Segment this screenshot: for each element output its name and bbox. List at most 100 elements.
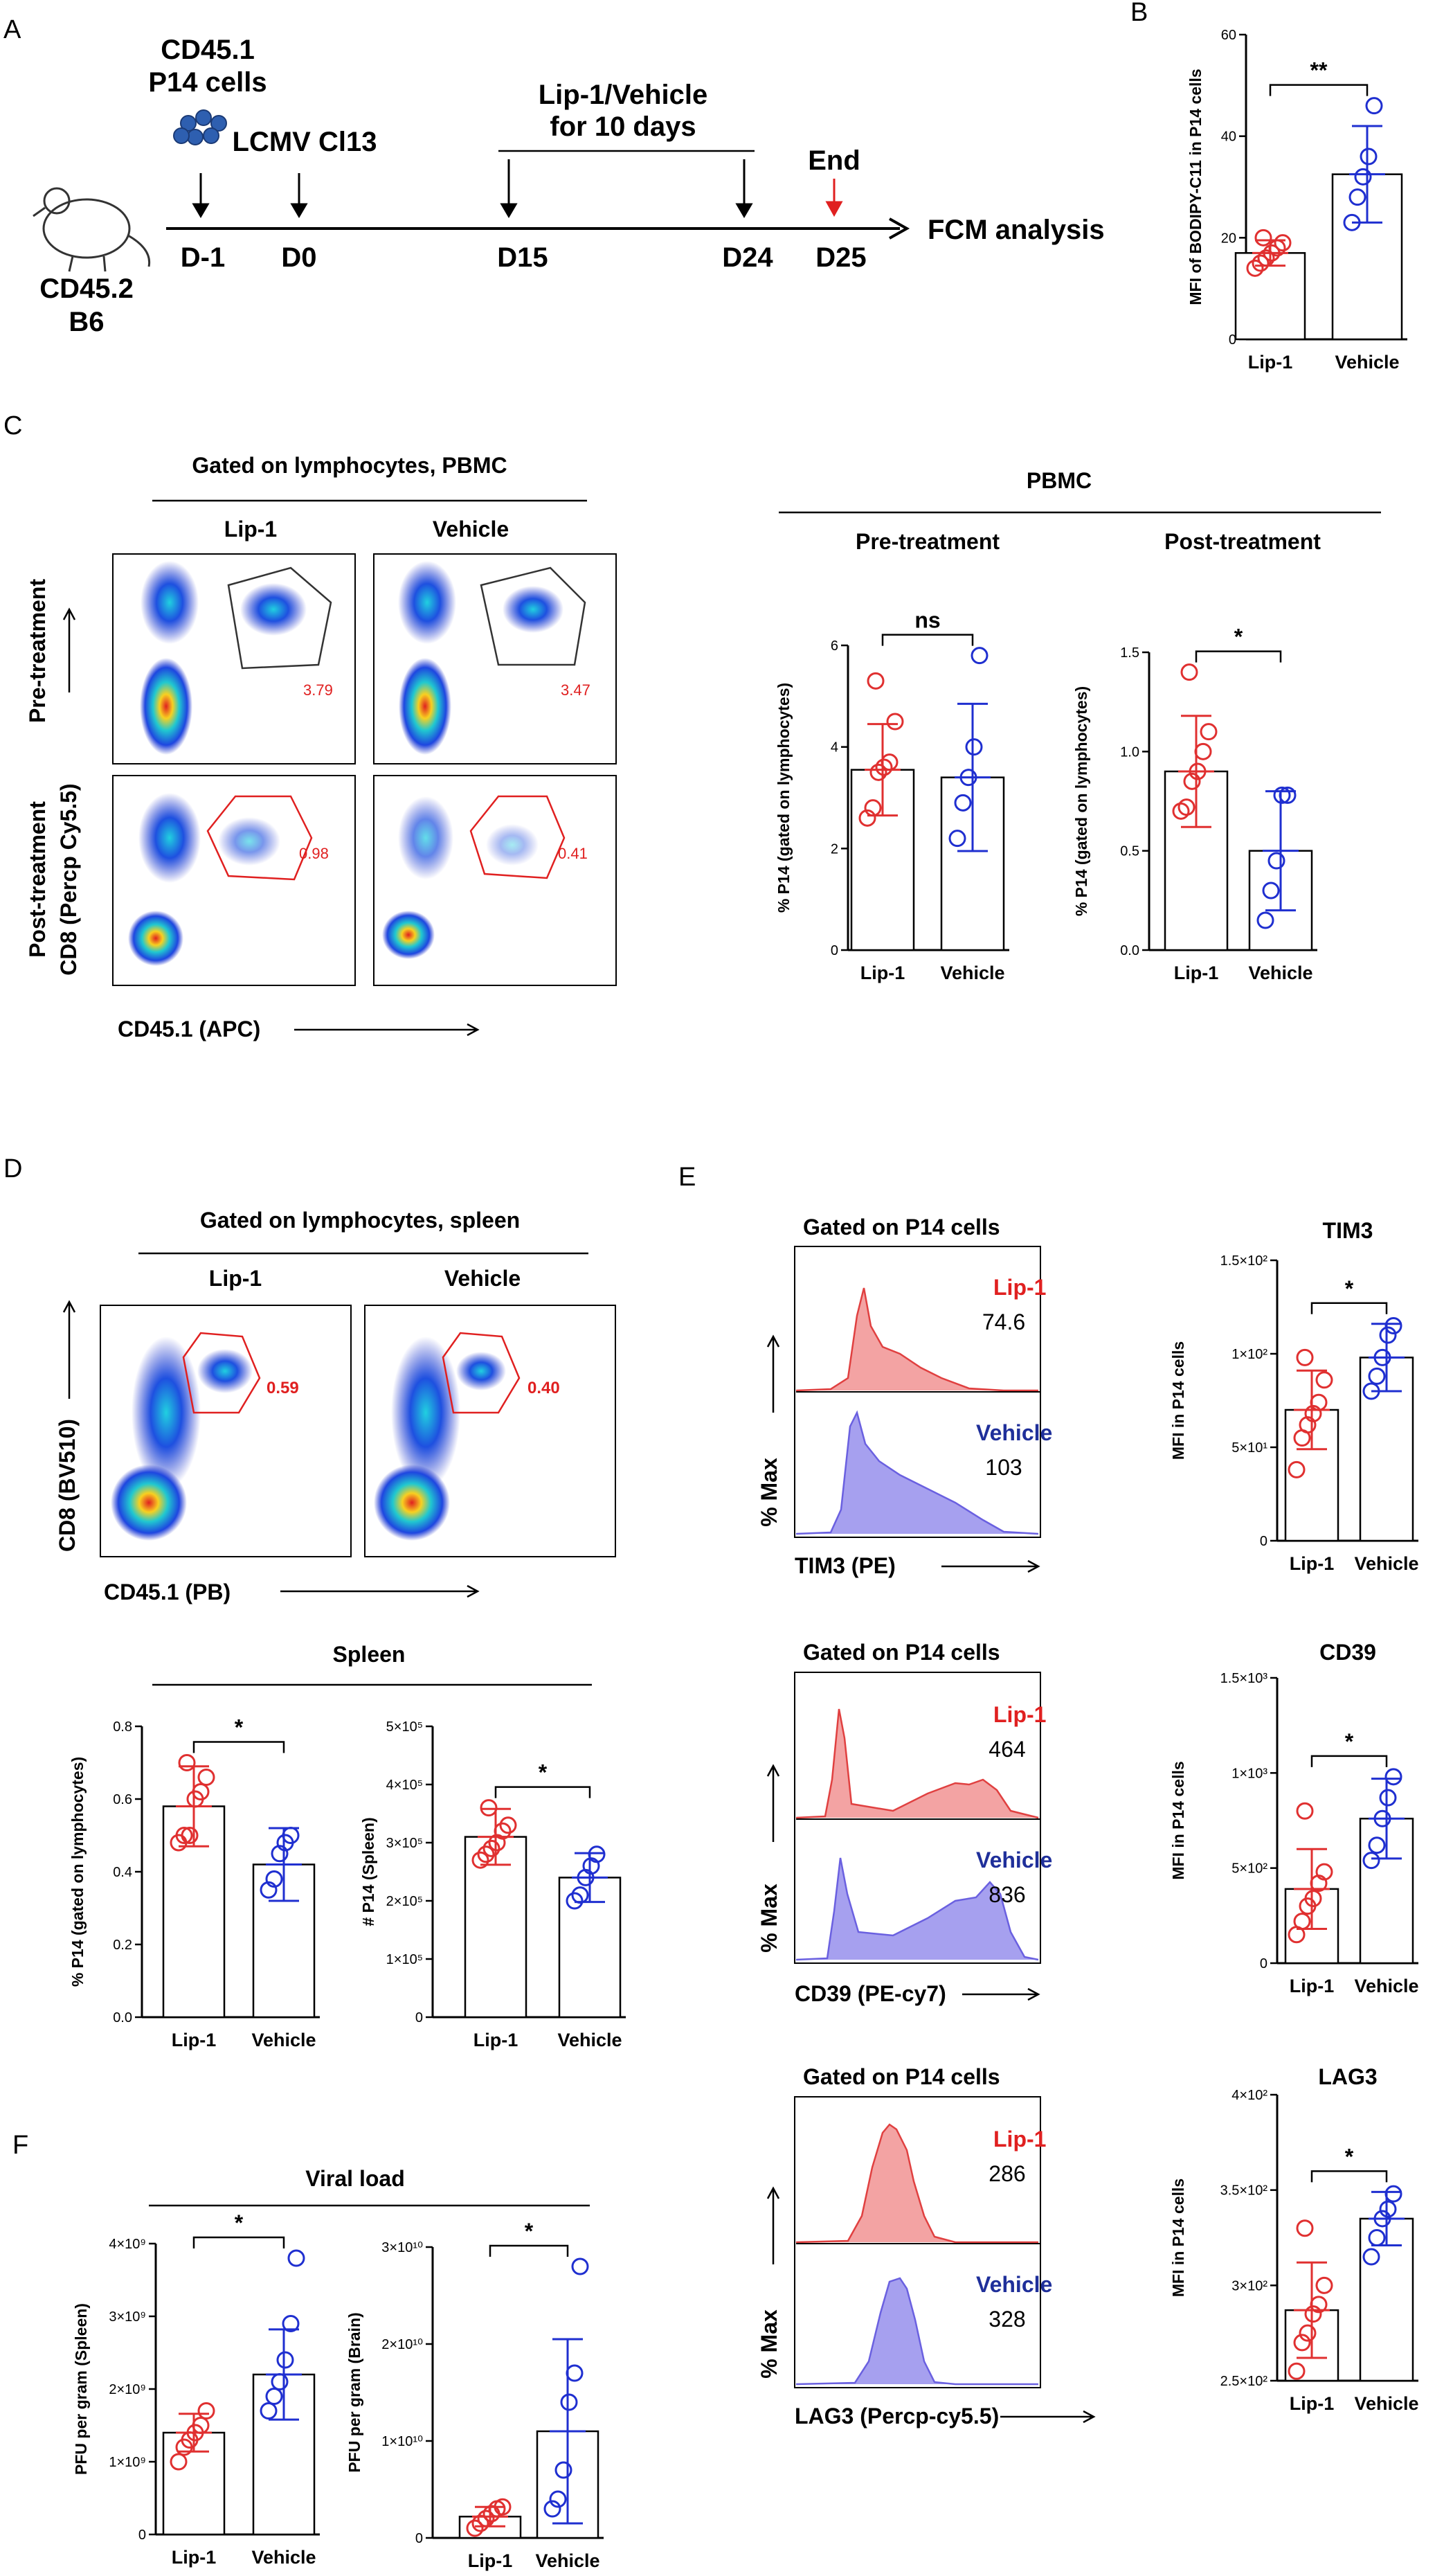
histogram-vehicle — [795, 1857, 1039, 1961]
bar-chart-c-pre: 0 2 4 6 % P14 (gated on lymphocytes) Lip-1 Veh… — [775, 608, 1009, 983]
gate — [182, 1332, 261, 1414]
data-point — [499, 1816, 517, 1834]
significance-label: * — [235, 1715, 244, 1740]
y-tick-label: 1.5×10³ — [1220, 1671, 1268, 1686]
arrow-d25-head — [825, 201, 843, 217]
data-point — [1348, 188, 1366, 206]
timeline-arrowhead — [889, 217, 910, 240]
significance-bracket — [1269, 84, 1369, 96]
y-tick-label: 4×10⁵ — [386, 1778, 423, 1793]
chart-title: LAG3 — [1318, 2064, 1377, 2089]
spleen-title: Spleen — [333, 1642, 406, 1667]
density-cloud — [132, 1336, 201, 1489]
data-point — [477, 2510, 495, 2528]
data-point — [1384, 1768, 1402, 1786]
density-cloud — [140, 658, 192, 755]
y-tick-label: 5×10² — [1231, 1861, 1267, 1877]
data-point — [571, 1886, 589, 1904]
x-tick-label: Lip-1 — [1248, 352, 1293, 373]
gate — [206, 795, 313, 881]
bar-chart-d-pct: 0.0 0.2 0.4 0.6 0.8 % P14 (gated on lymphocyt… — [69, 1715, 320, 2050]
data-point — [282, 2315, 300, 2332]
data-point — [170, 2453, 188, 2471]
y-tick-label: 1.5 — [1120, 645, 1139, 661]
data-point — [875, 758, 893, 776]
x-tick-label: Vehicle — [251, 2547, 316, 2568]
treatment-label-2: for 10 days — [550, 111, 696, 142]
panel-label-f: F — [12, 2131, 28, 2160]
mfi-lip1: 286 — [989, 2161, 1025, 2186]
y-tick-label: 1.0 — [1120, 744, 1139, 760]
y-tick-label: 1×10¹⁰ — [381, 2434, 423, 2449]
mfi-vehicle: 328 — [989, 2307, 1025, 2332]
bar-chart-c-post: 0.0 0.5 1.0 1.5 % P14 (gated on lymphocytes)… — [1072, 625, 1317, 983]
data-point — [1373, 1348, 1391, 1366]
data-point — [1257, 249, 1275, 267]
chart-title: TIM3 — [1323, 1218, 1373, 1243]
data-point — [1362, 2248, 1380, 2266]
density-cloud — [128, 911, 183, 966]
x-arrow-e — [1000, 2410, 1096, 2424]
y-tick-label: 2×10¹⁰ — [381, 2337, 423, 2352]
data-point — [1360, 147, 1378, 166]
y-tick-label: 0 — [831, 943, 838, 958]
data-point — [1354, 168, 1372, 186]
significance-label: * — [525, 2219, 534, 2244]
cells-icon — [173, 109, 227, 145]
data-point — [1368, 1836, 1386, 1854]
density-cloud — [399, 658, 451, 755]
data-point — [554, 2461, 572, 2479]
data-point — [1373, 2210, 1391, 2228]
data-point — [1246, 259, 1264, 277]
end-label: End — [808, 145, 860, 176]
x-tick-label: Lip-1 — [172, 2547, 217, 2568]
x-tick-label: Lip-1 — [1290, 1976, 1335, 1996]
data-point — [260, 1881, 278, 1899]
data-point — [197, 1769, 215, 1786]
y-tick-label: 0.5 — [1120, 844, 1139, 859]
bar — [464, 1836, 527, 2019]
data-point — [1194, 742, 1212, 760]
data-point — [192, 1783, 210, 1800]
treatment-label-1: Lip-1/Vehicle — [539, 80, 708, 110]
data-point — [549, 2490, 567, 2508]
data-point — [588, 1845, 606, 1863]
x-tick-label: Lip-1 — [1290, 2393, 1335, 2414]
y-arrow-d — [62, 1300, 76, 1399]
significance-bracket — [1310, 2170, 1388, 2183]
y-tick-label: 4×10² — [1231, 2088, 1267, 2103]
x-label-tim3: TIM3 (PE) — [795, 1553, 896, 1578]
y-arrow-e — [766, 2186, 780, 2264]
lip1-legend: Lip-1 — [993, 2127, 1046, 2152]
y-tick-label: 0.0 — [1120, 943, 1139, 958]
data-point — [260, 2402, 278, 2420]
significance-label: * — [1345, 1276, 1354, 1301]
gate-value: 3.79 — [303, 681, 333, 699]
data-point — [276, 2351, 294, 2369]
gate-value: 0.40 — [527, 1379, 560, 1397]
density-cloud — [486, 824, 539, 866]
x-tick-label: Vehicle — [1354, 1553, 1418, 1574]
significance-bracket — [192, 2236, 285, 2248]
data-point — [1384, 2185, 1402, 2203]
density-cloud — [456, 1352, 506, 1390]
density-cloud — [218, 817, 280, 866]
data-point — [1379, 1326, 1397, 1344]
gate-value: 0.98 — [299, 845, 329, 862]
data-point — [271, 1845, 289, 1863]
significance-label: ** — [1310, 58, 1328, 83]
data-point — [858, 809, 876, 827]
x-tick-label: Lip-1 — [172, 2030, 217, 2050]
data-point — [1254, 229, 1272, 247]
data-point — [1343, 213, 1361, 231]
data-point — [948, 830, 966, 848]
data-point — [1310, 1393, 1328, 1411]
data-point — [566, 1892, 584, 1910]
x-label-lag3: LAG3 (Percp-cy5.5) — [795, 2404, 999, 2429]
y-tick-label: 2 — [831, 841, 838, 857]
data-point — [1273, 786, 1291, 804]
day-label: D25 — [815, 242, 866, 273]
y-tick-label: 3.5×10² — [1220, 2183, 1268, 2199]
gate — [442, 1332, 521, 1414]
